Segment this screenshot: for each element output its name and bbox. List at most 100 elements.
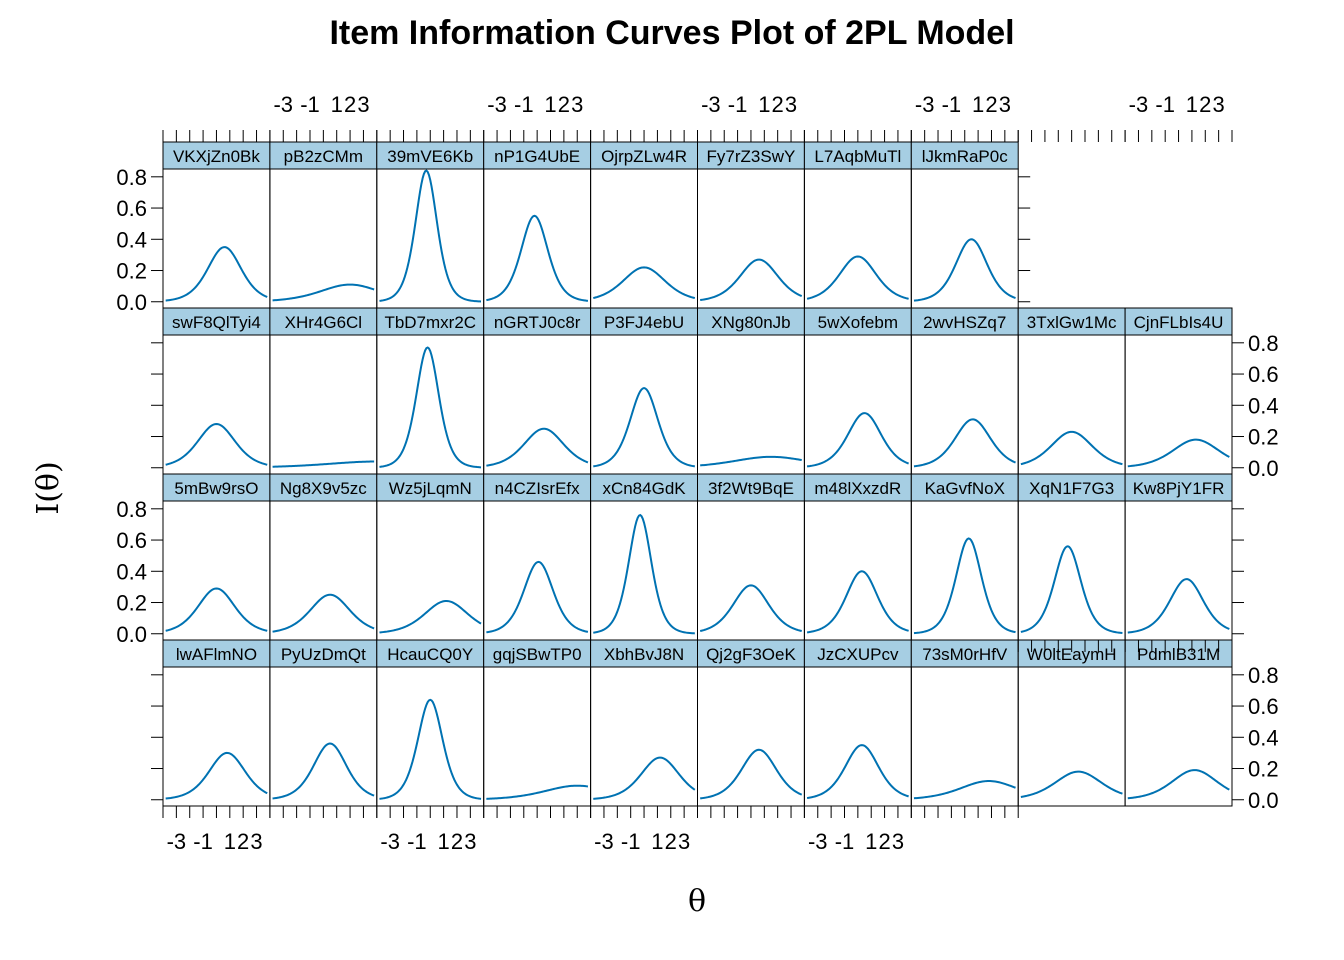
panel-strip: [697, 141, 805, 170]
x-tick-label-bottom: 1: [224, 829, 236, 854]
information-curve: [806, 255, 909, 300]
x-tick-label-top: 1: [758, 92, 770, 117]
x-tick-label-top: -1: [514, 92, 534, 117]
x-tick-label-top: 1: [972, 92, 984, 117]
information-curve: [1127, 769, 1230, 800]
panel-strip-label: JzCXUPcv: [817, 645, 899, 664]
panel-30: CjnFLbIs4U: [1124, 307, 1233, 475]
y-tick-label: 0.8: [116, 497, 147, 522]
panel-28: 2wvHSZq7: [910, 307, 1019, 475]
panel-strip-label: Kw8PjY1FR: [1133, 479, 1225, 498]
x-tick-label-top: 3: [1213, 92, 1225, 117]
information-curve: [1020, 430, 1123, 466]
x-tick-label-bottom: 3: [250, 829, 262, 854]
panel-strip-label: PyUzDmQt: [281, 645, 366, 664]
panel-strip: [910, 307, 1019, 336]
panel-strip-label: W0ltEaymH: [1027, 645, 1117, 664]
y-tick-label: 0.2: [1248, 425, 1279, 450]
panel-strip-label: pB2zCMm: [284, 147, 363, 166]
x-tick-label-top: -3: [701, 92, 721, 117]
panel-11: 5mBw9rsO: [162, 473, 271, 641]
information-curve: [379, 346, 482, 469]
panel-strip-label: lJkmRaP0c: [922, 147, 1008, 166]
panel-strip: [269, 141, 378, 170]
y-tick-label: 0.6: [1248, 694, 1279, 719]
panel-34: nP1G4UbE: [483, 141, 592, 309]
information-curve: [379, 169, 482, 303]
panel-strip-label: 2wvHSZq7: [923, 313, 1006, 332]
x-tick-label-bottom: 2: [237, 829, 249, 854]
x-tick-label-top: -3: [1129, 92, 1149, 117]
x-tick-label-bottom: -3: [594, 829, 614, 854]
panel-9: W0ltEaymH: [1017, 639, 1126, 807]
panel-5: XbhBvJ8N: [590, 639, 698, 807]
x-tick-label-top: -1: [728, 92, 748, 117]
panel-strip-label: gqjSBwTP0: [493, 645, 582, 664]
y-tick-label: 0.0: [1248, 456, 1279, 481]
y-tick-label: 0.4: [1248, 393, 1279, 418]
panel-strip-label: 5mBw9rsO: [174, 479, 258, 498]
x-tick-label-bottom: -1: [193, 829, 213, 854]
panel-strip-label: xCn84GdK: [602, 479, 686, 498]
panel-strip: [269, 639, 378, 668]
panel-frame: [910, 168, 1019, 309]
panel-strip: [483, 639, 592, 668]
information-curve: [486, 784, 589, 800]
x-tick-label-bottom: -3: [380, 829, 400, 854]
panel-strip-label: Ng8X9v5zc: [280, 479, 367, 498]
x-tick-label-top: -3: [915, 92, 935, 117]
panel-strip: [162, 639, 271, 668]
y-tick-label: 0.4: [1248, 725, 1279, 750]
panel-strip-label: n4CZIsrEfx: [495, 479, 581, 498]
information-curve: [913, 238, 1016, 302]
x-tick-label-top: 2: [772, 92, 784, 117]
panel-strip: [162, 141, 271, 170]
x-tick-label-top: -1: [1155, 92, 1175, 117]
panel-strip-label: OjrpZLw4R: [601, 147, 687, 166]
panel-strip-label: HcauCQ0Y: [387, 645, 473, 664]
panel-strip: [483, 473, 592, 502]
panel-36: Fy7rZ3SwY: [697, 141, 805, 309]
panel-strip-label: Wz5jLqmN: [389, 479, 472, 498]
panel-19: XqN1F7G3: [1017, 473, 1126, 641]
x-axis-title: θ: [688, 884, 706, 919]
information-curve: [699, 584, 802, 632]
panel-strip: [910, 141, 1019, 170]
y-tick-label: 0.2: [116, 259, 147, 284]
panel-strip-label: KaGvfNoX: [925, 479, 1005, 498]
panel-22: XHr4G6Cl: [269, 307, 378, 475]
information-curve: [593, 513, 695, 635]
panel-strip: [590, 639, 698, 668]
x-tick-label-bottom: 1: [437, 829, 449, 854]
x-tick-label-top: -3: [487, 92, 507, 117]
y-tick-label: 0.8: [1248, 331, 1279, 356]
information-curve: [486, 214, 589, 302]
information-curve: [593, 387, 695, 468]
information-curve: [1020, 545, 1123, 634]
information-curve: [1127, 578, 1230, 634]
panel-strip-label: XHr4G6Cl: [285, 313, 362, 332]
x-tick-label-top: -1: [942, 92, 962, 117]
x-tick-label-top: 2: [344, 92, 356, 117]
panel-strip-label: XbhBvJ8N: [604, 645, 684, 664]
information-curve: [700, 258, 803, 302]
panel-6: Qj2gF3OeK: [697, 639, 805, 807]
information-curve: [700, 455, 802, 467]
y-tick-label: 0.6: [116, 196, 147, 221]
x-tick-label-bottom: 2: [451, 829, 463, 854]
panel-20: Kw8PjY1FR: [1124, 473, 1233, 641]
x-tick-label-top: 3: [785, 92, 797, 117]
information-curve: [1127, 438, 1230, 468]
panel-strip-label: m48lXxzdR: [814, 479, 901, 498]
y-tick-label: 0.6: [116, 528, 147, 553]
panel-strip: [697, 639, 805, 668]
information-curve: [379, 698, 482, 800]
chart-title: Item Information Curves Plot of 2PL Mode…: [329, 14, 1014, 52]
panel-25: P3FJ4ebU: [590, 307, 698, 475]
panel-strip: [376, 473, 485, 502]
panel-4: gqjSBwTP0: [483, 639, 592, 807]
x-tick-label-bottom: -3: [808, 829, 828, 854]
x-tick-label-bottom: 2: [878, 829, 890, 854]
information-curve: [913, 418, 1016, 468]
y-tick-label: 0.2: [116, 591, 147, 616]
